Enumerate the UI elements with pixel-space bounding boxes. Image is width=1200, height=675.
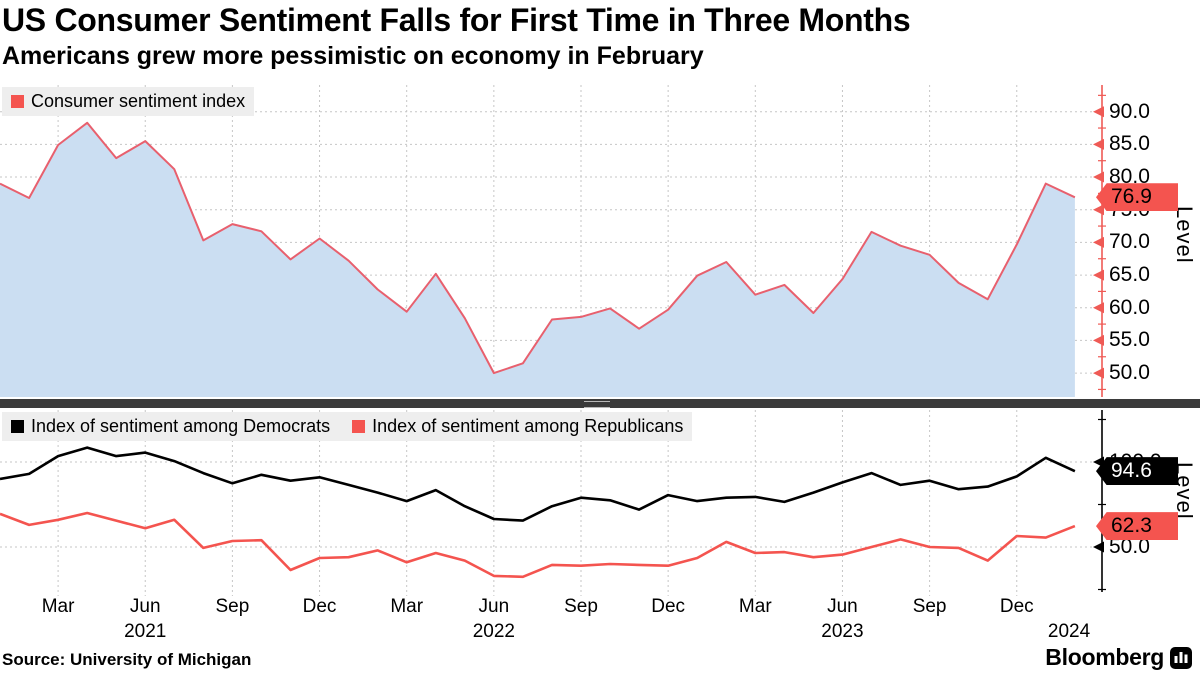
- x-tick-label-month: Dec: [302, 596, 337, 617]
- tick-arrow-icon: [1093, 541, 1104, 553]
- y-axis-title-top: Level: [1172, 206, 1197, 264]
- tick-arrow-icon: [1093, 269, 1104, 281]
- page-subtitle: Americans grew more pessimistic on econo…: [2, 42, 704, 70]
- tick-arrow-icon: [1093, 302, 1104, 314]
- y-tick-label-top: 85.0: [1109, 132, 1150, 156]
- bloomberg-logo: Bloomberg: [1045, 644, 1192, 671]
- bloomberg-icon: [1170, 646, 1192, 669]
- callout-sentiment-last-value: 76.9: [1096, 183, 1178, 212]
- x-tick-label-month: Sep: [564, 596, 598, 617]
- republicans-line: [0, 511, 1076, 579]
- x-tick-label-month: Dec: [651, 596, 686, 617]
- legend-item-democrats: Index of sentiment among Democrats: [11, 416, 330, 437]
- legend-label-democrats: Index of sentiment among Democrats: [31, 416, 331, 436]
- x-tick-label-month: Mar: [41, 596, 75, 617]
- sentiment-line: [0, 121, 1076, 375]
- x-tick-label-month: Dec: [999, 596, 1034, 617]
- tick-arrow-icon: [1093, 138, 1104, 150]
- tick-arrow-icon: [1093, 236, 1104, 248]
- x-tick-label-month: Jun: [827, 596, 858, 617]
- page-title: US Consumer Sentiment Falls for First Ti…: [2, 2, 911, 38]
- y-tick-label-top: 65.0: [1109, 263, 1150, 287]
- tick-arrow-icon: [1093, 367, 1104, 379]
- legend-label-republicans: Index of sentiment among Republicans: [372, 416, 684, 436]
- x-tick-label-month: Sep: [912, 596, 947, 617]
- tick-arrow-icon: [1093, 106, 1104, 118]
- legend-label-sentiment: Consumer sentiment index: [31, 91, 246, 111]
- bloomberg-wordmark: Bloomberg: [1045, 644, 1164, 670]
- callout-republicans-last-value: 62.3: [1096, 512, 1178, 541]
- y-tick-label-top: 55.0: [1109, 328, 1150, 352]
- y-tick-label-top: 90.0: [1109, 99, 1150, 123]
- callout-democrats-last-value: 94.6: [1096, 457, 1178, 486]
- x-tick-label-year: 2022: [472, 621, 515, 642]
- x-tick-label-month: Jun: [129, 596, 161, 617]
- x-tick-label-year: 2023: [821, 621, 864, 642]
- sentiment-area: [0, 122, 1075, 398]
- y-tick-label-top: 50.0: [1109, 361, 1150, 385]
- democrats-line: [0, 446, 1076, 522]
- x-tick-label-month: Mar: [390, 596, 424, 617]
- source-note: Source: University of Michigan: [2, 650, 252, 669]
- panel-separator: [0, 399, 1200, 408]
- y-tick-label-top: 80.0: [1109, 165, 1150, 189]
- x-tick-label-month: Mar: [738, 596, 772, 617]
- x-tick-label-year: 2024: [1047, 621, 1091, 642]
- legend-swatch-sentiment-icon: [11, 95, 24, 108]
- y-tick-label-top: 70.0: [1109, 230, 1150, 254]
- tick-arrow-icon: [1093, 171, 1104, 183]
- x-tick-label-month: Jun: [478, 596, 510, 617]
- legend-swatch-democrats-icon: [11, 420, 24, 433]
- legend-swatch-republicans-icon: [352, 420, 366, 433]
- legend-item-republicans: Index of sentiment among Republicans: [352, 416, 683, 437]
- separator-drag-handle[interactable]: [584, 401, 610, 408]
- legend-bottom: Index of sentiment among Democrats Index…: [2, 412, 693, 441]
- tick-arrow-icon: [1093, 204, 1104, 216]
- x-tick-label-month: Sep: [215, 596, 250, 617]
- legend-top: Consumer sentiment index: [2, 87, 255, 116]
- y-tick-label-top: 60.0: [1109, 295, 1150, 319]
- y-tick-label-bottom: 50.0: [1109, 535, 1150, 558]
- x-tick-label-year: 2021: [124, 621, 167, 642]
- tick-arrow-icon: [1093, 334, 1104, 346]
